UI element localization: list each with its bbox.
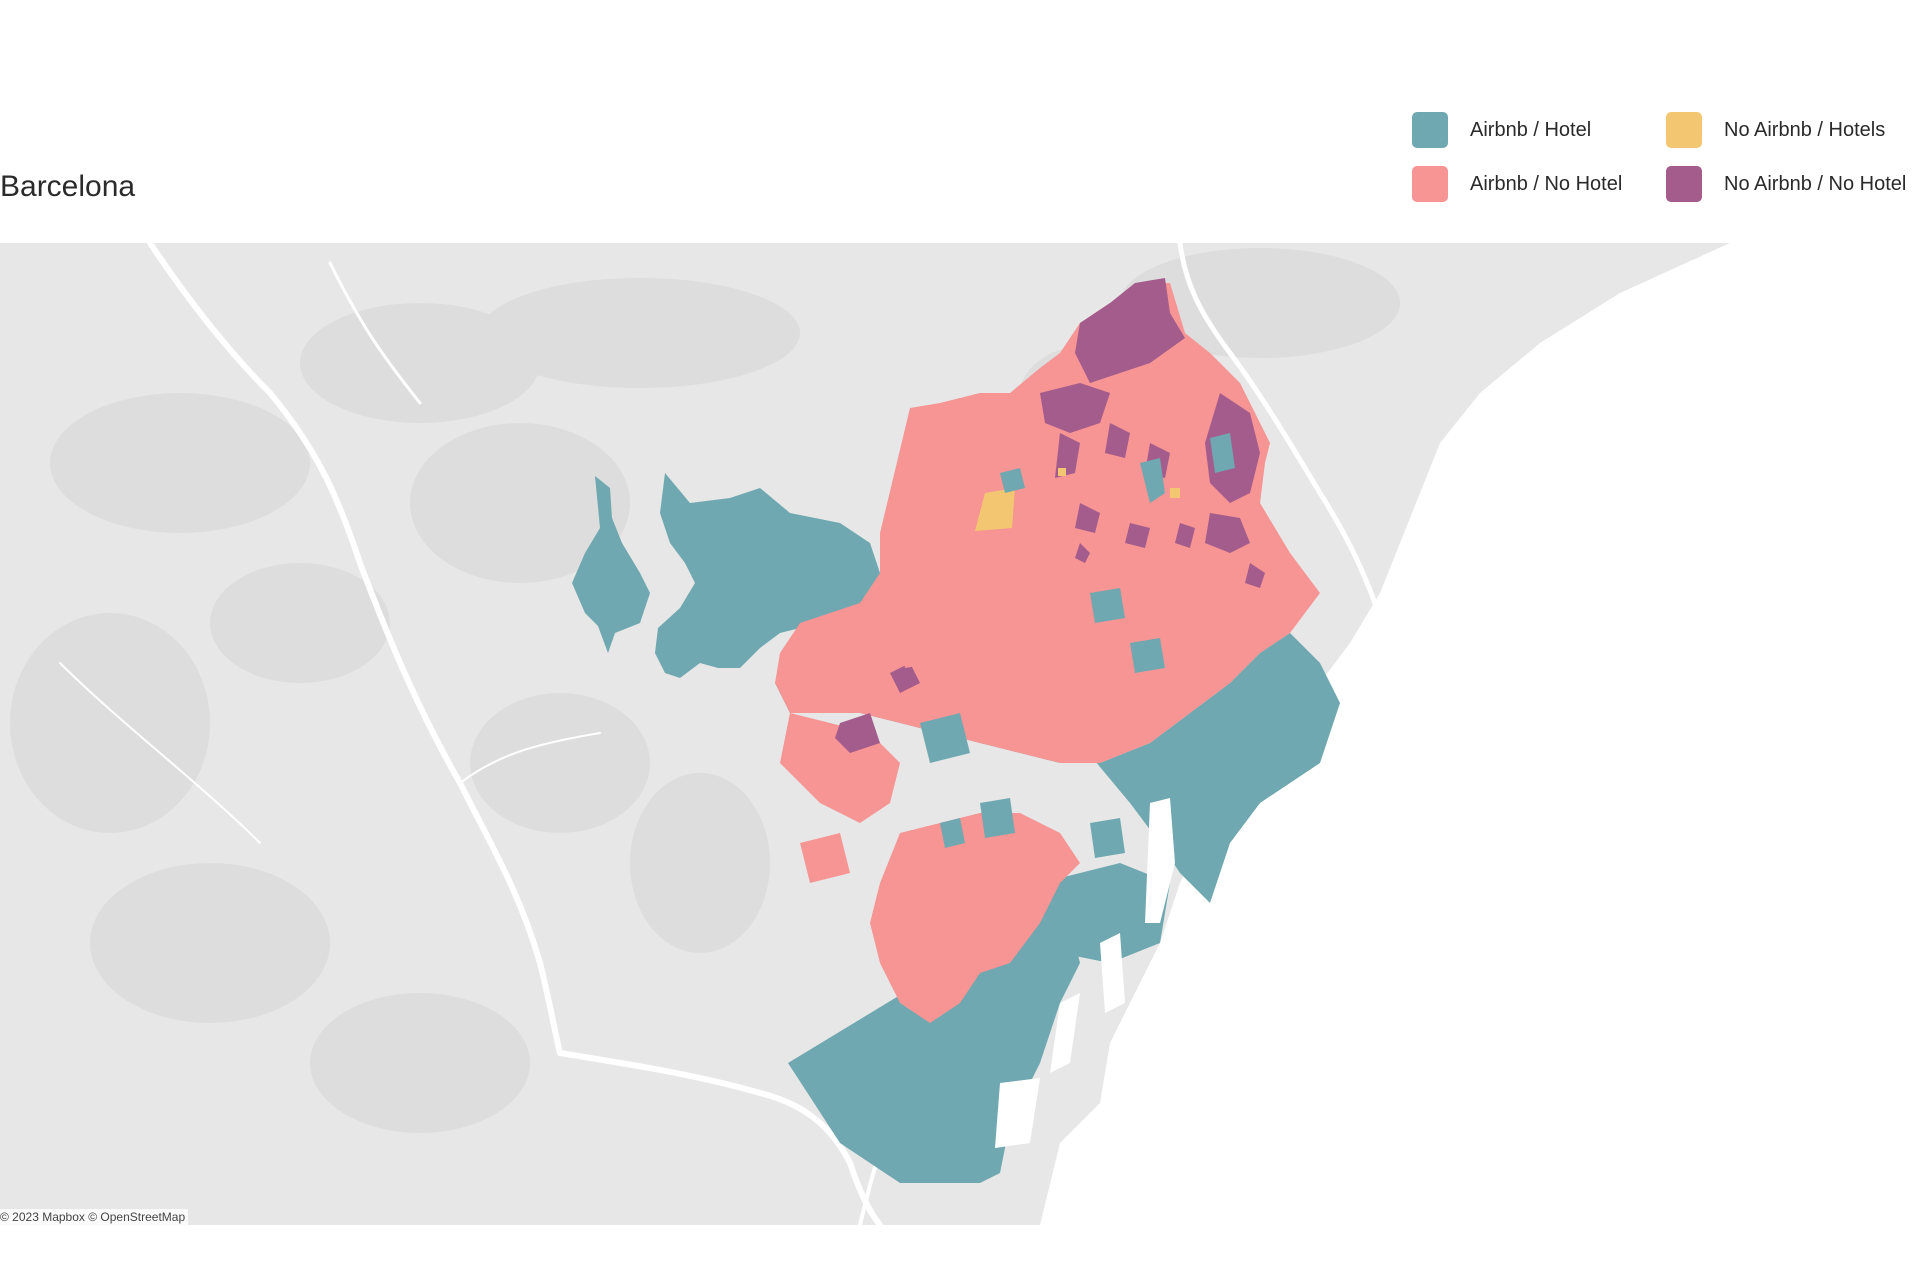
barcelona-map[interactable] xyxy=(0,243,1920,1225)
legend: Airbnb / Hotel Airbnb / No Hotel No Airb… xyxy=(1412,112,1920,208)
legend-swatch-no-airbnb-hotels xyxy=(1666,112,1702,148)
region-no-airbnb-hotels[interactable] xyxy=(975,468,1180,531)
legend-item-no-airbnb-no-hotel[interactable]: No Airbnb / No Hotel xyxy=(1666,166,1906,202)
map-attribution: © 2023 Mapbox © OpenStreetMap xyxy=(0,1209,189,1225)
legend-swatch-airbnb-hotel xyxy=(1412,112,1448,148)
port-piers xyxy=(995,798,1175,1148)
map-title: Barcelona xyxy=(0,170,136,203)
mapbox-attribution-link[interactable]: © 2023 Mapbox xyxy=(0,1210,85,1224)
legend-swatch-airbnb-no-hotel xyxy=(1412,166,1448,202)
legend-item-no-airbnb-hotels[interactable]: No Airbnb / Hotels xyxy=(1666,112,1885,148)
legend-label-airbnb-hotel: Airbnb / Hotel xyxy=(1470,118,1592,141)
sea xyxy=(1040,243,1920,1225)
legend-label-no-airbnb-hotels: No Airbnb / Hotels xyxy=(1724,118,1886,141)
legend-label-airbnb-no-hotel: Airbnb / No Hotel xyxy=(1470,172,1623,195)
legend-item-airbnb-hotel[interactable]: Airbnb / Hotel xyxy=(1412,112,1591,148)
legend-swatch-no-airbnb-no-hotel xyxy=(1666,166,1702,202)
neighbourhood-fragments xyxy=(800,433,1235,908)
legend-label-no-airbnb-no-hotel: No Airbnb / No Hotel xyxy=(1724,172,1907,195)
terrain-texture xyxy=(10,248,1400,1133)
region-no-airbnb-no-hotel[interactable] xyxy=(835,278,1265,753)
legend-item-airbnb-no-hotel[interactable]: Airbnb / No Hotel xyxy=(1412,166,1622,202)
osm-attribution-link[interactable]: © OpenStreetMap xyxy=(88,1210,186,1224)
